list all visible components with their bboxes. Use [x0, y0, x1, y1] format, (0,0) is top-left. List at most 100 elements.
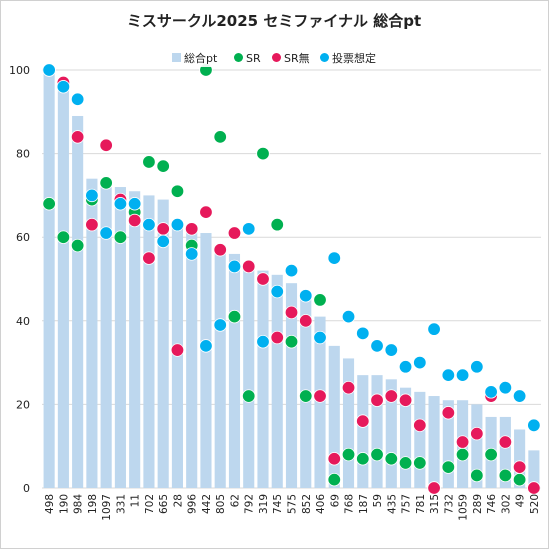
bar-745	[271, 274, 283, 488]
point-1-575	[284, 335, 299, 349]
x-tick-label: 319	[258, 494, 270, 514]
x-tick-label: 190	[58, 494, 70, 514]
x-tick-label: 498	[44, 494, 56, 514]
bar-series	[43, 70, 540, 489]
point-2-187	[356, 414, 370, 428]
legend-label: 総合pt	[184, 51, 218, 65]
point-1-746	[484, 447, 498, 462]
bar-702	[143, 195, 155, 488]
bar-757	[399, 387, 412, 488]
legend-swatch-point	[320, 53, 329, 62]
x-tick-label: 984	[73, 494, 85, 514]
x-tick-label: 1097	[101, 494, 113, 521]
x-tick-label: 59	[372, 494, 384, 507]
point-1-498	[42, 197, 56, 211]
point-3-996	[184, 247, 199, 261]
bar-665	[157, 199, 169, 488]
bar-319	[257, 270, 269, 488]
point-3-768	[341, 309, 356, 324]
x-tick-label: 198	[87, 494, 99, 514]
point-3-331	[113, 197, 128, 211]
point-1-49	[512, 472, 527, 487]
point-3-732	[441, 368, 456, 382]
point-3-442	[199, 339, 213, 353]
bar-520	[528, 450, 540, 488]
bar-792	[243, 262, 255, 488]
legend-label: SR無	[284, 51, 310, 65]
point-1-702	[142, 155, 156, 169]
point-3-781	[413, 355, 427, 370]
point-2-289	[470, 426, 484, 441]
bar-805	[214, 245, 226, 488]
x-axis-ticks: 498 190 984 198 1097 331 11 702 665 28 996 442 805 62…	[44, 494, 541, 521]
bar-62	[228, 253, 241, 488]
point-2-984	[70, 130, 85, 144]
x-tick-label: 435	[386, 494, 398, 514]
x-tick-label: 289	[472, 494, 484, 514]
point-3-575	[284, 263, 299, 278]
point-2-996	[184, 222, 199, 236]
point-1-1097	[99, 176, 113, 190]
point-3-319	[256, 335, 270, 349]
point-3-69	[327, 251, 341, 265]
point-2-852	[299, 314, 313, 328]
point-3-198	[85, 188, 99, 203]
point-2-302	[498, 435, 513, 449]
point-2-781	[413, 418, 427, 433]
point-3-745	[270, 284, 284, 299]
y-tick-label: 20	[16, 398, 30, 411]
bar-984	[72, 115, 84, 488]
point-2-315	[427, 481, 441, 495]
x-tick-label: 781	[415, 494, 427, 514]
bar-781	[414, 391, 426, 488]
point-1-319	[256, 146, 270, 161]
legend: 総合pt SR SR無 投票想定	[163, 49, 387, 67]
bar-996	[186, 228, 198, 488]
bar-732	[442, 400, 454, 488]
x-tick-label: 757	[401, 494, 413, 514]
x-tick-label: 1059	[458, 494, 470, 521]
point-2-59	[370, 393, 384, 407]
point-1-665	[156, 159, 170, 173]
bar-575	[285, 283, 298, 488]
y-tick-label: 0	[23, 482, 30, 495]
bar-768	[342, 358, 355, 488]
point-3-1097	[99, 226, 113, 240]
bar-59	[371, 375, 383, 488]
point-1-62	[227, 309, 242, 324]
point-1-69	[327, 472, 341, 487]
point-3-302	[498, 380, 513, 395]
y-tick-label: 60	[16, 231, 30, 244]
bar-302	[499, 416, 511, 488]
x-tick-label: 575	[287, 494, 299, 514]
point-2-1059	[455, 435, 470, 449]
chart-title: ミスサークル2025 セミファイナル 総合pt	[127, 12, 421, 30]
bar-190	[57, 82, 69, 488]
point-3-190	[56, 80, 71, 94]
bar-198	[86, 178, 98, 488]
x-tick-label: 49	[515, 494, 527, 507]
point-1-745	[270, 217, 284, 232]
point-1-732	[441, 460, 456, 474]
point-3-498	[42, 63, 56, 77]
point-3-757	[398, 360, 413, 374]
point-2-198	[85, 217, 99, 232]
point-1-781	[413, 456, 427, 470]
point-2-406	[313, 389, 327, 403]
point-3-746	[484, 385, 498, 399]
legend-swatch-point	[272, 53, 281, 62]
point-1-435	[384, 452, 399, 466]
legend-label: 投票想定	[332, 51, 376, 65]
bar-11	[129, 191, 141, 488]
x-tick-label: 187	[358, 494, 370, 514]
bar-498	[43, 70, 55, 488]
point-2-442	[199, 205, 213, 219]
point-2-11	[127, 213, 142, 228]
x-tick-label: 792	[244, 494, 256, 514]
point-2-665	[156, 222, 170, 236]
point-1-187	[356, 452, 370, 466]
bar-435	[385, 379, 397, 488]
point-3-289	[470, 360, 484, 374]
x-tick-label: 768	[344, 494, 356, 514]
x-tick-label: 745	[272, 494, 284, 514]
